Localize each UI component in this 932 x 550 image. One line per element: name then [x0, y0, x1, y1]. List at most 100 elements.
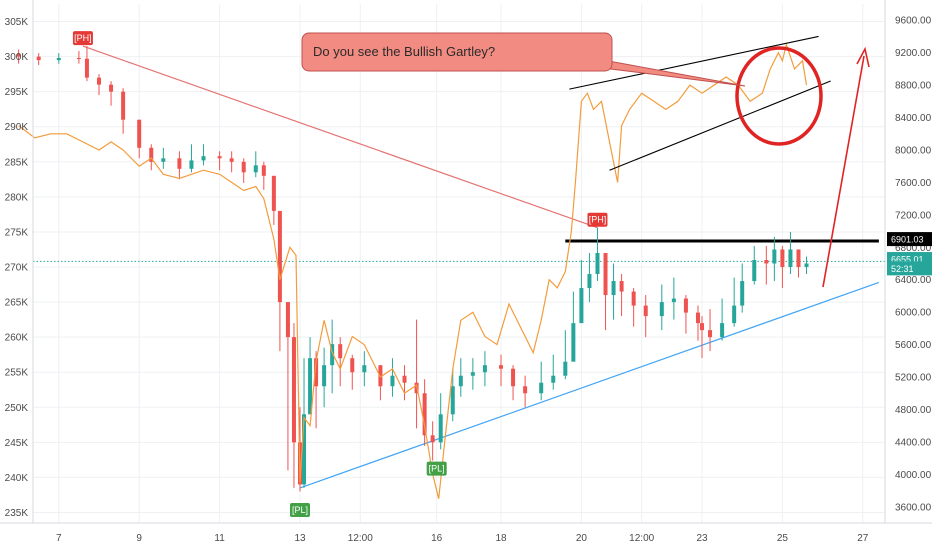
candle-body	[121, 91, 126, 120]
candle	[291, 323, 296, 488]
price-tag-box	[887, 232, 932, 247]
pivot-label-text: [PL]	[292, 505, 308, 515]
candle	[362, 351, 367, 387]
candle-body	[611, 281, 616, 296]
candle	[137, 119, 142, 159]
candle	[587, 252, 592, 303]
pivot-low-label: [PL]	[290, 502, 310, 517]
candle	[271, 175, 276, 225]
candle-body	[338, 344, 343, 359]
candle-body	[603, 252, 608, 296]
left-y-tick-label: 260K	[5, 333, 29, 344]
candle	[422, 379, 427, 446]
candle-body	[740, 281, 745, 306]
candle	[201, 144, 206, 166]
callout-joint	[598, 61, 608, 68]
candle-body	[579, 288, 584, 324]
candle	[241, 158, 246, 183]
right-y-tick-label: 8400.00	[895, 113, 932, 124]
candle-body	[350, 358, 355, 373]
candle-body	[470, 372, 475, 376]
right-y-tick-label: 4800.00	[895, 405, 932, 416]
pivot-high-label: [PH]	[72, 31, 93, 46]
left-y-tick-label: 255K	[5, 368, 29, 379]
candle-body	[619, 281, 624, 292]
pivot-label-box	[587, 212, 608, 227]
candle-body	[708, 330, 713, 338]
candle	[780, 245, 785, 289]
grid	[33, 4, 885, 523]
pivot-low-label: [PL]	[426, 461, 447, 476]
left-y-tick-label: 245K	[5, 438, 29, 449]
x-tick-label: 18	[495, 533, 507, 544]
candle-body	[16, 53, 21, 57]
candle-body	[241, 161, 246, 173]
candle	[402, 365, 407, 401]
candle-body	[56, 58, 61, 61]
x-tick-label: 12:00	[348, 533, 373, 544]
candle	[330, 319, 335, 394]
candle-body	[720, 323, 725, 338]
right-y-tick-label: 9200.00	[895, 48, 932, 59]
price-tag-box	[887, 261, 932, 276]
candle-body	[330, 344, 335, 366]
candle	[229, 151, 234, 173]
candle-body	[362, 365, 367, 373]
candle-body	[732, 305, 737, 324]
candle	[76, 50, 81, 64]
right-y-tick-label: 9600.00	[895, 16, 932, 27]
right-y-tick-label: 8000.00	[895, 145, 932, 156]
candle	[84, 46, 89, 82]
candle-body	[499, 365, 503, 369]
candle	[772, 236, 777, 282]
candle-body	[631, 291, 636, 306]
candle-body	[643, 305, 648, 317]
candle	[700, 316, 704, 359]
candle	[56, 53, 61, 64]
candle-body	[595, 252, 600, 275]
callout-box	[301, 32, 613, 72]
candle-body	[277, 210, 282, 303]
candle	[579, 259, 584, 324]
candle	[683, 295, 688, 334]
pivot-label-text: [PH]	[589, 215, 607, 225]
candlestick-series	[16, 46, 809, 492]
orange-series-line	[18, 42, 808, 499]
candle-body	[587, 274, 592, 289]
x-tick-label: 7	[56, 533, 62, 544]
candle-body	[137, 119, 142, 148]
left-y-tick-label: 305K	[5, 17, 29, 28]
right-y-tick-label: 4400.00	[895, 437, 932, 448]
orange-line-series	[18, 42, 808, 499]
candle-body	[201, 156, 206, 161]
x-tick-label: 13	[294, 533, 306, 544]
candle	[261, 161, 266, 190]
candle	[708, 309, 713, 352]
right-y-tick-label: 6400.00	[895, 275, 932, 286]
candle-body	[422, 393, 427, 436]
candle-body	[271, 175, 276, 211]
price-tag-label: 6901.03	[891, 235, 924, 245]
right-y-tick-label: 4000.00	[895, 470, 932, 481]
right-y-tick-label: 5200.00	[895, 373, 932, 384]
candle-body	[402, 375, 407, 383]
candle	[796, 249, 801, 278]
candle	[571, 291, 576, 362]
candle-body	[764, 259, 769, 264]
candle	[788, 231, 793, 275]
candle	[671, 277, 676, 320]
candle-body	[322, 365, 327, 387]
candle-body	[450, 386, 455, 415]
left-y-tick-label: 275K	[5, 227, 29, 238]
candle-body	[571, 323, 576, 362]
candle-body	[700, 323, 704, 331]
candle-body	[302, 414, 307, 485]
candle-body	[671, 298, 676, 303]
candle-body	[314, 358, 319, 387]
up-arrow-head	[856, 46, 870, 68]
highlight-circle	[735, 46, 823, 146]
candle	[121, 88, 126, 134]
right-y-tick-label: 7600.00	[895, 178, 932, 189]
candle-body	[291, 337, 296, 443]
